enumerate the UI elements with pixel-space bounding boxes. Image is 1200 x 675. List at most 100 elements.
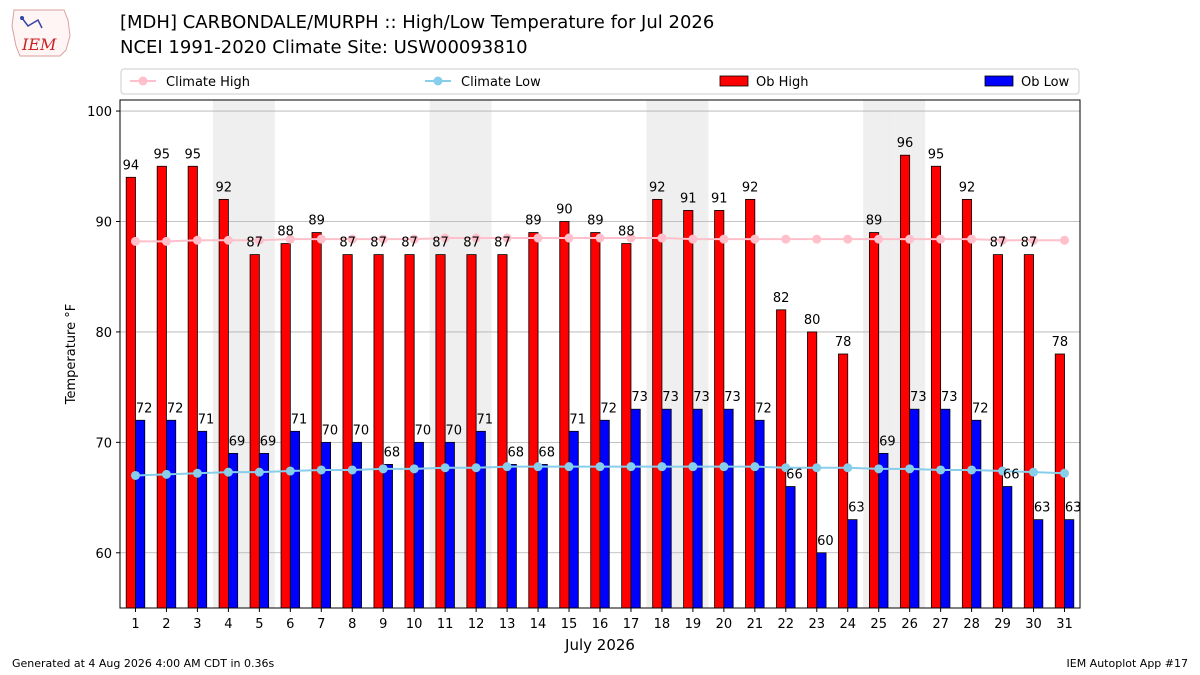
label-ob-low: 73 — [910, 390, 927, 405]
label-ob-high: 89 — [587, 214, 604, 229]
bar-ob-high — [528, 232, 539, 609]
bar-ob-high — [156, 165, 167, 609]
bar-ob-high — [1054, 353, 1065, 609]
x-tick-label: 19 — [685, 617, 702, 632]
label-ob-high: 87 — [401, 236, 418, 251]
legend-label: Climate Low — [461, 75, 541, 90]
bar-ob-high — [621, 243, 632, 609]
climate-low-point — [192, 468, 202, 478]
bar-ob-low — [166, 419, 177, 609]
climate-high-point — [161, 236, 171, 246]
label-ob-low: 66 — [786, 468, 803, 483]
iem-logo: IEM — [11, 9, 71, 57]
climate-high-point — [750, 234, 760, 244]
legend-label: Climate High — [166, 75, 250, 90]
bar-ob-low — [537, 464, 548, 609]
legend-swatch-bar — [719, 75, 749, 87]
label-ob-low: 73 — [631, 390, 648, 405]
bar-ob-low — [909, 408, 920, 609]
bar-ob-low — [940, 408, 951, 609]
bar-ob-low — [382, 464, 393, 609]
label-ob-high: 92 — [959, 180, 976, 195]
climate-high-point — [254, 235, 264, 245]
bar-ob-low — [1033, 519, 1044, 609]
climate-low-point — [533, 462, 543, 472]
climate-low-point — [316, 465, 326, 475]
label-ob-low: 72 — [972, 401, 989, 416]
bar-ob-high — [466, 254, 477, 609]
label-ob-low: 71 — [291, 412, 308, 427]
bar-ob-low — [754, 419, 765, 609]
label-ob-low: 70 — [353, 423, 370, 438]
bar-ob-high — [961, 198, 973, 609]
y-tick-label: 90 — [95, 215, 112, 230]
label-ob-low: 71 — [198, 412, 215, 427]
label-ob-low: 69 — [879, 434, 896, 449]
label-ob-high: 92 — [649, 180, 666, 195]
climate-high-point — [688, 234, 698, 244]
climate-low-point — [440, 463, 450, 473]
label-ob-low: 73 — [693, 390, 710, 405]
bar-ob-high — [404, 254, 415, 609]
bar-ob-low — [506, 464, 517, 609]
label-ob-low: 73 — [941, 390, 958, 405]
climate-low-point — [626, 462, 636, 472]
bar-ob-high — [899, 154, 911, 609]
x-tick-label: 7 — [317, 617, 325, 632]
bar-ob-high — [930, 165, 942, 609]
x-tick-label: 3 — [193, 617, 201, 632]
legend-swatch-marker — [433, 76, 443, 86]
label-ob-low: 72 — [600, 401, 617, 416]
climate-high-point — [192, 235, 202, 245]
label-ob-high: 90 — [556, 202, 573, 217]
climate-high-point — [781, 234, 791, 244]
x-tick-label: 2 — [162, 617, 170, 632]
app-note: IEM Autoplot App #17 — [1066, 657, 1189, 670]
climate-low-point — [657, 462, 667, 472]
label-ob-high: 87 — [339, 236, 356, 251]
bar-ob-low — [723, 408, 734, 609]
label-ob-high: 95 — [154, 147, 171, 162]
bar-ob-high — [249, 254, 260, 609]
bar-ob-high — [590, 232, 601, 609]
climate-high-point — [626, 233, 636, 243]
climate-low-point — [254, 467, 264, 477]
bar-ob-low — [630, 408, 641, 609]
climate-low-point — [502, 462, 512, 472]
bar-ob-high — [776, 309, 787, 609]
climate-low-point — [564, 462, 574, 472]
climate-high-point — [502, 233, 512, 243]
climate-low-point — [905, 464, 915, 474]
bar-ob-high — [745, 198, 756, 609]
bar-ob-low — [1064, 519, 1075, 609]
climate-high-point — [936, 234, 946, 244]
y-tick-label: 100 — [87, 105, 112, 120]
x-axis-label: July 2026 — [564, 636, 635, 654]
bar-ob-high — [342, 254, 353, 609]
label-ob-low: 68 — [538, 445, 555, 460]
label-ob-high: 89 — [525, 214, 542, 229]
climate-high-point — [874, 234, 884, 244]
label-ob-high: 78 — [1052, 335, 1069, 350]
climate-low-point — [161, 469, 171, 479]
label-ob-low: 73 — [662, 390, 679, 405]
x-tick-label: 17 — [623, 617, 640, 632]
generated-note: Generated at 4 Aug 2026 4:00 AM CDT in 0… — [12, 657, 275, 670]
label-ob-low: 69 — [260, 434, 277, 449]
label-ob-high: 88 — [277, 225, 294, 240]
climate-high-point — [967, 234, 977, 244]
y-axis-label: Temperature °F — [64, 304, 79, 405]
climate-high-point — [378, 234, 388, 244]
x-tick-label: 11 — [437, 617, 454, 632]
climate-low-point — [378, 464, 388, 474]
bar-ob-low — [197, 430, 208, 609]
label-ob-high: 87 — [463, 236, 480, 251]
bar-ob-low — [599, 419, 610, 609]
climate-high-point — [409, 234, 419, 244]
bar-ob-high — [838, 353, 849, 609]
label-ob-low: 70 — [415, 423, 432, 438]
climate-low-point — [936, 465, 946, 475]
climate-high-point — [130, 236, 140, 246]
x-tick-label: 1 — [131, 617, 139, 632]
climate-low-point — [719, 462, 729, 472]
